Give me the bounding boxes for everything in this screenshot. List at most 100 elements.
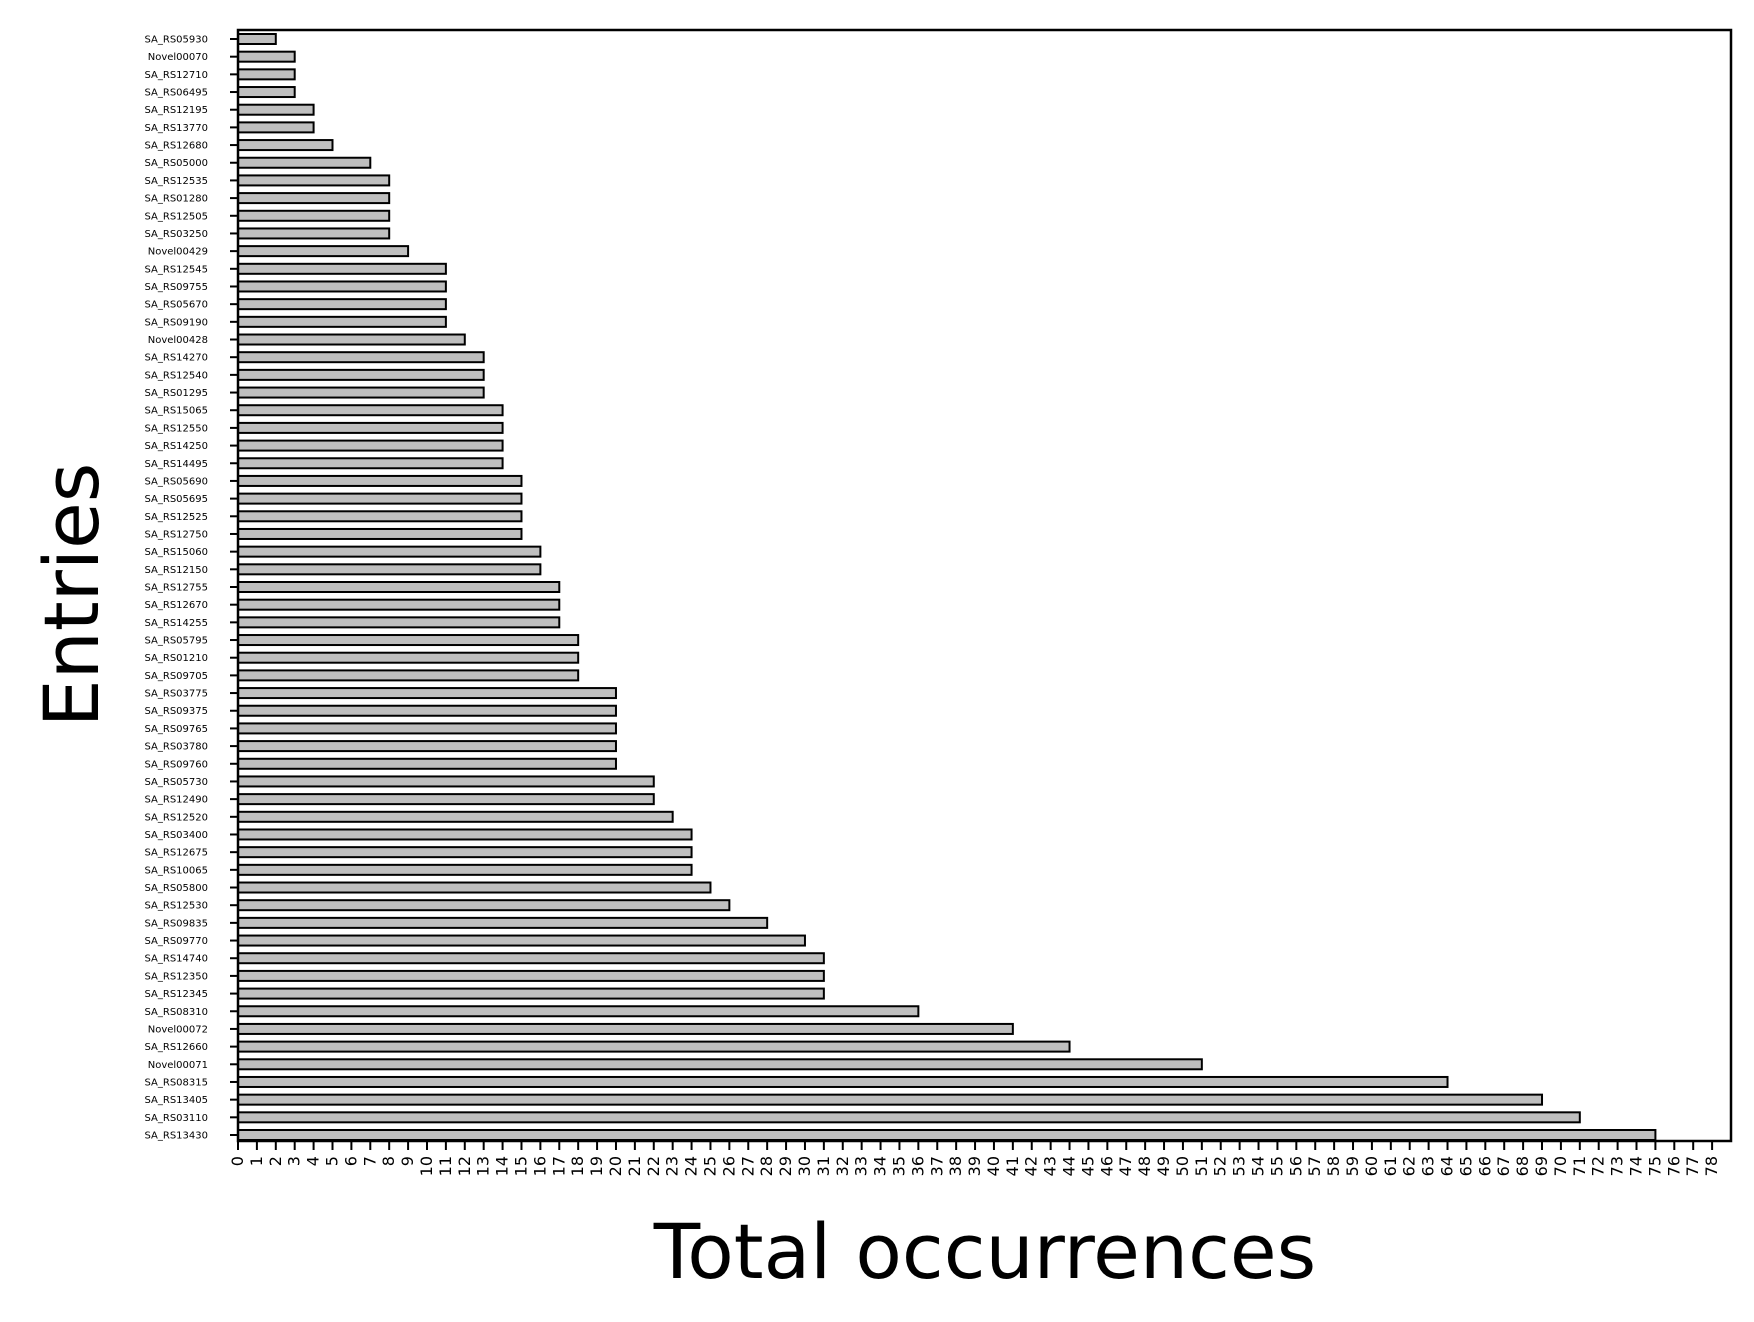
y-tick-label: SA_RS12550 xyxy=(145,423,208,434)
y-tick-label: SA_RS03110 xyxy=(145,1113,208,1124)
x-tick-label: 18 xyxy=(568,1156,587,1176)
x-tick-label: 43 xyxy=(1041,1156,1060,1176)
x-tick-label: 61 xyxy=(1381,1156,1400,1176)
x-tick-label: 50 xyxy=(1173,1156,1192,1176)
y-tick-label: SA_RS09705 xyxy=(145,671,208,682)
y-tick-label: SA_RS03250 xyxy=(145,229,208,240)
x-tick-label: 60 xyxy=(1362,1156,1381,1176)
y-axis-title: Entries xyxy=(27,463,116,728)
y-tick-label: SA_RS14495 xyxy=(145,459,208,470)
x-tick-label: 71 xyxy=(1570,1156,1589,1176)
x-tick-label: 31 xyxy=(814,1156,833,1176)
x-tick-label: 33 xyxy=(852,1156,871,1176)
bar xyxy=(237,740,617,753)
x-tick-label: 40 xyxy=(984,1156,1003,1176)
x-tick-label: 42 xyxy=(1022,1156,1041,1176)
bar xyxy=(237,439,504,452)
bar xyxy=(237,722,617,735)
y-tick-label: SA_RS12680 xyxy=(145,141,208,152)
bar xyxy=(237,581,561,593)
bar xyxy=(237,598,561,611)
bar xyxy=(237,103,315,116)
y-tick-label: SA_RS12545 xyxy=(145,264,208,275)
bar xyxy=(237,492,523,505)
bar xyxy=(237,651,580,664)
bar xyxy=(237,775,655,788)
x-tick-label: 19 xyxy=(587,1156,606,1176)
x-tick-label: 73 xyxy=(1608,1156,1627,1176)
y-tick-label: Novel00071 xyxy=(148,1060,208,1071)
bar xyxy=(237,704,617,717)
bar xyxy=(237,280,447,293)
x-tick-label: 34 xyxy=(871,1156,890,1176)
x-tick-label: 25 xyxy=(700,1156,719,1176)
x-tick-label: 9 xyxy=(398,1156,417,1166)
y-tick-label: SA_RS01210 xyxy=(145,653,208,664)
y-tick-label: SA_RS03400 xyxy=(145,830,208,841)
y-tick-label: SA_RS12525 xyxy=(145,512,208,523)
y-tick-label: SA_RS13430 xyxy=(145,1131,208,1142)
bar xyxy=(237,33,277,45)
bar xyxy=(237,969,825,982)
y-tick-label: SA_RS12345 xyxy=(145,989,208,1000)
x-tick-label: 54 xyxy=(1249,1156,1268,1176)
x-tick-label: 38 xyxy=(946,1156,965,1176)
x-tick-label: 67 xyxy=(1494,1156,1513,1176)
x-axis-ticks: 0 1 2 3 4 5 6 7 8 9 10 11 12 13 14 15 16 17 18 19 20 21 22 23 24… xyxy=(228,1141,1721,1176)
x-tick-label: 64 xyxy=(1438,1156,1457,1176)
y-tick-label: SA_RS12710 xyxy=(145,70,208,81)
y-tick-label: SA_RS06495 xyxy=(145,88,208,99)
y-tick-label: SA_RS12750 xyxy=(145,529,208,540)
y-tick-label: SA_RS12670 xyxy=(145,600,208,611)
y-tick-label: SA_RS15065 xyxy=(145,406,208,417)
x-tick-label: 21 xyxy=(625,1156,644,1176)
y-tick-label: SA_RS09375 xyxy=(145,706,208,717)
bar xyxy=(237,245,410,258)
x-tick-label: 59 xyxy=(1343,1156,1362,1176)
y-tick-label: SA_RS09765 xyxy=(145,724,208,735)
y-tick-label: SA_RS12540 xyxy=(145,370,208,381)
y-tick-label: SA_RS12755 xyxy=(145,583,208,594)
bar xyxy=(237,156,372,169)
y-tick-label: SA_RS09755 xyxy=(145,282,208,293)
bar xyxy=(237,987,825,1000)
x-tick-label: 68 xyxy=(1513,1156,1532,1176)
x-tick-label: 26 xyxy=(719,1156,738,1176)
x-tick-label: 6 xyxy=(341,1156,360,1166)
bar xyxy=(237,421,504,434)
bar xyxy=(237,1005,920,1018)
bar xyxy=(237,1093,1544,1106)
x-tick-label: 58 xyxy=(1324,1156,1343,1176)
bar xyxy=(237,227,391,240)
x-tick-label: 12 xyxy=(455,1156,474,1176)
y-tick-label: SA_RS12520 xyxy=(145,812,208,823)
y-tick-label: SA_RS12490 xyxy=(145,795,208,806)
x-tick-label: 66 xyxy=(1475,1156,1494,1176)
bar xyxy=(237,793,655,806)
x-tick-label: 51 xyxy=(1192,1156,1211,1176)
x-tick-label: 2 xyxy=(266,1156,285,1166)
y-tick-label: SA_RS05000 xyxy=(145,158,208,169)
x-tick-label: 46 xyxy=(1097,1156,1116,1176)
x-tick-label: 78 xyxy=(1702,1156,1721,1176)
y-tick-label: SA_RS10065 xyxy=(145,865,208,876)
x-tick-label: 1 xyxy=(247,1156,266,1166)
bar xyxy=(237,262,447,275)
y-tick-label: SA_RS09770 xyxy=(145,936,208,947)
x-tick-label: 47 xyxy=(1116,1156,1135,1176)
bar xyxy=(237,563,542,576)
x-tick-label: 72 xyxy=(1589,1156,1608,1176)
y-tick-label: SA_RS13405 xyxy=(145,1095,208,1106)
y-tick-label: SA_RS12350 xyxy=(145,971,208,982)
bar xyxy=(237,952,825,965)
bar xyxy=(237,687,617,700)
x-tick-label: 70 xyxy=(1551,1156,1570,1176)
y-tick-label: Novel00428 xyxy=(148,335,208,346)
y-tick-label: SA_RS05795 xyxy=(145,636,208,647)
y-tick-label: SA_RS01280 xyxy=(145,194,208,205)
y-tick-label: SA_RS14740 xyxy=(145,954,208,965)
bar xyxy=(237,1022,1014,1035)
y-tick-label: Novel00429 xyxy=(148,247,208,258)
x-tick-label: 49 xyxy=(1154,1156,1173,1176)
